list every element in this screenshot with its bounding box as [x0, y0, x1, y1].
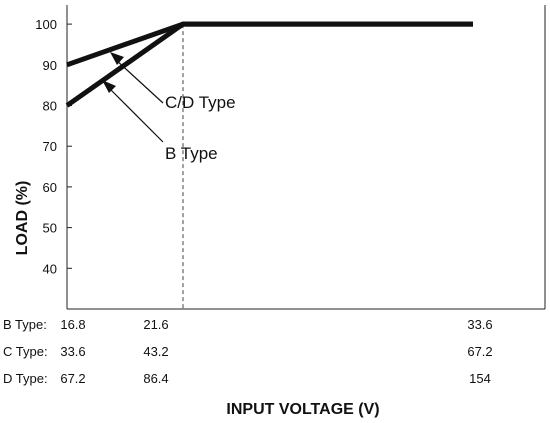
series-group: [65, 21, 473, 108]
x-tick-label: 21.6: [143, 317, 168, 332]
x-tick-label: 33.6: [60, 344, 85, 359]
x-row-label: B Type:: [3, 317, 47, 332]
plot-frame: [66, 5, 546, 310]
cd-type-arrow: [114, 58, 164, 104]
y-tick-label: 100: [35, 17, 57, 32]
y-tick-label: 70: [43, 139, 57, 154]
y-tick-group: 40 50 60 70 80 90 100: [35, 17, 72, 276]
x-tick-label: 86.4: [143, 371, 168, 386]
y-tick-label: 90: [43, 58, 57, 73]
annotation-arrows: [102, 52, 164, 143]
x-tick-label: 43.2: [143, 344, 168, 359]
x-tick-label: 67.2: [467, 344, 492, 359]
y-tick-label: 80: [43, 99, 57, 114]
cd-type-annotation: C/D Type: [165, 93, 236, 112]
x-tick-label: 16.8: [60, 317, 85, 332]
series-line-b-type: [65, 21, 473, 108]
x-tick-label: 67.2: [60, 371, 85, 386]
b-type-annotation: B Type: [165, 144, 218, 163]
x-axis-title: INPUT VOLTAGE (V): [226, 401, 379, 418]
cd-type-arrowhead: [110, 52, 124, 65]
x-axis-value-rows: B Type: 16.8 21.6 33.6 C Type: 33.6 43.2 67.2 D …: [3, 317, 493, 386]
x-row-label: C Type:: [3, 344, 48, 359]
b-type-arrowhead: [102, 80, 116, 93]
y-tick-label: 50: [43, 221, 57, 236]
x-row-label: D Type:: [3, 371, 48, 386]
x-tick-label: 33.6: [467, 317, 492, 332]
b-type-arrow: [107, 86, 164, 143]
y-tick-label: 40: [43, 261, 57, 276]
series-line-cd-type: [66, 21, 473, 68]
y-axis-title: LOAD (%): [14, 181, 31, 256]
x-tick-label: 154: [469, 371, 491, 386]
y-tick-label: 60: [43, 180, 57, 195]
